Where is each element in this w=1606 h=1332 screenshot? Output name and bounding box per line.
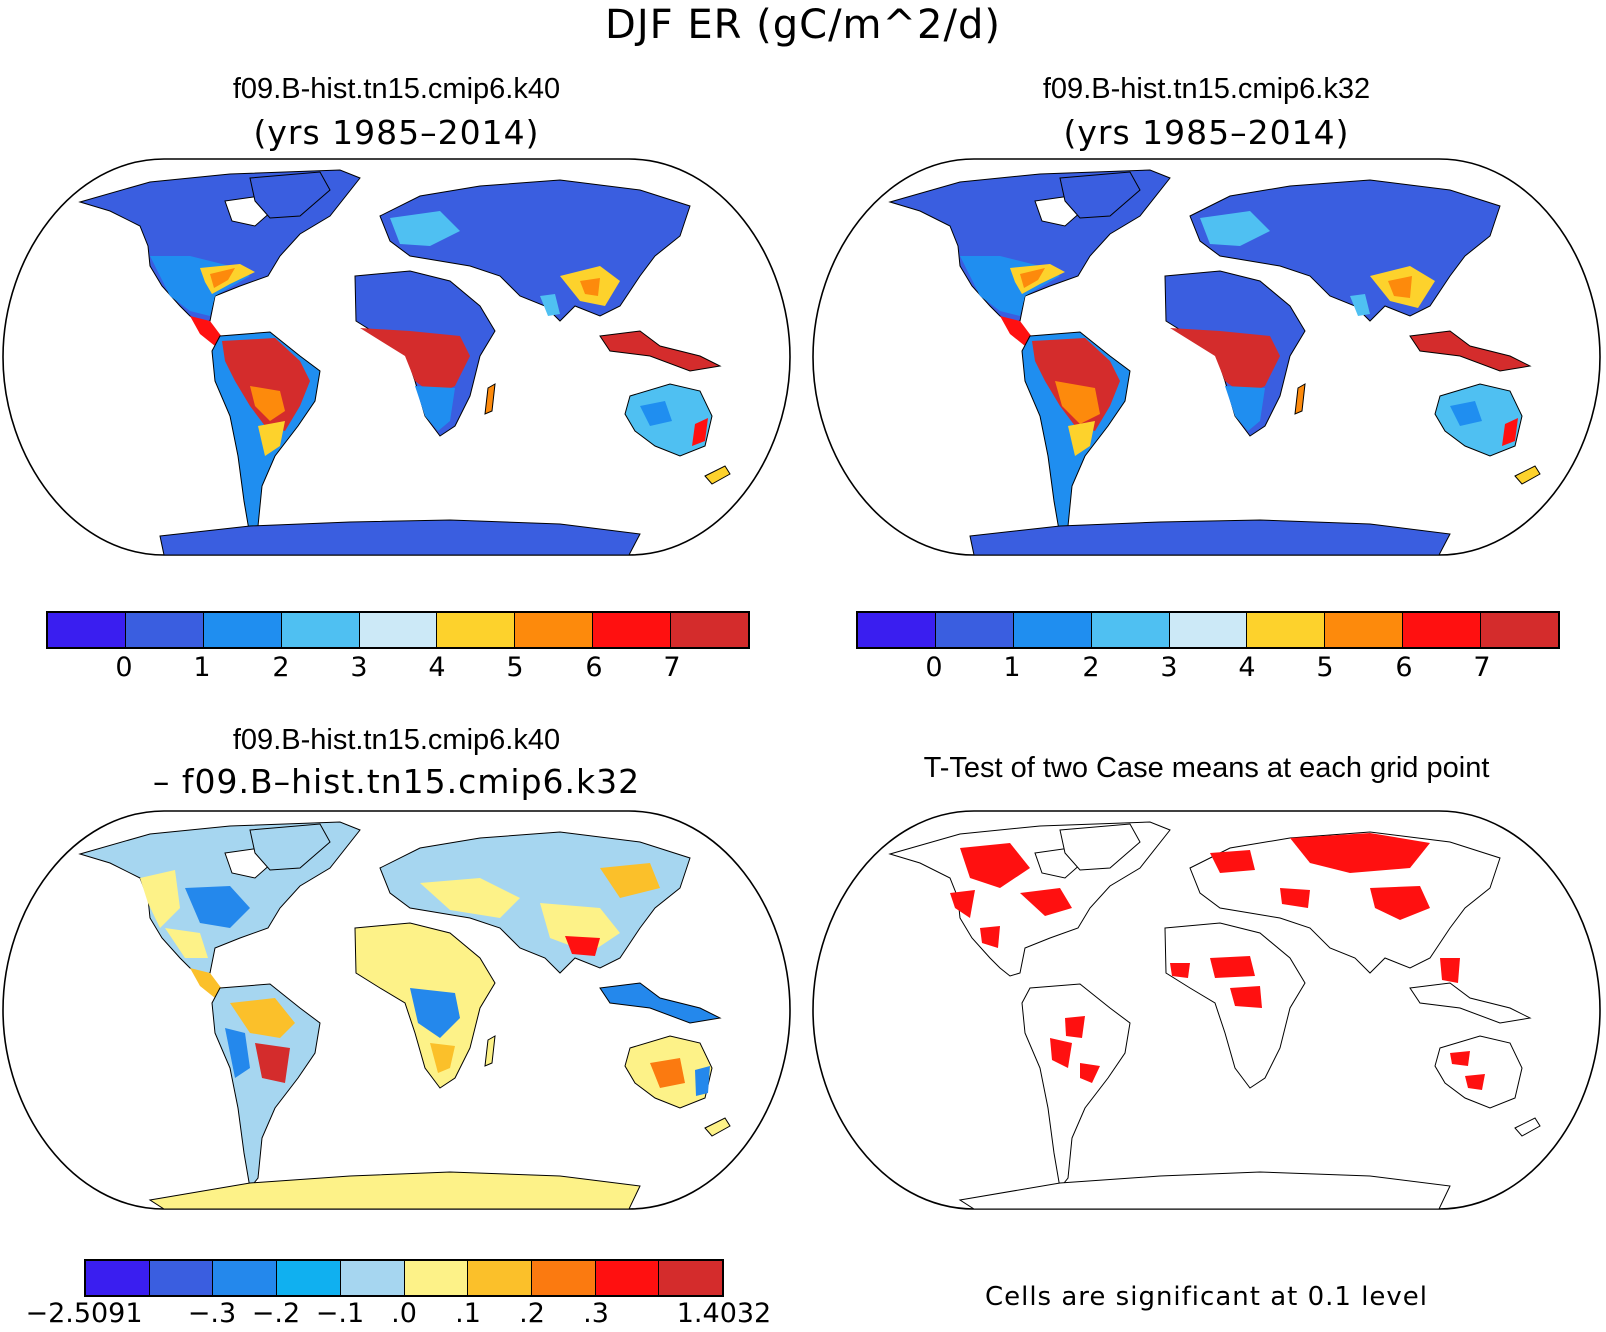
colorbar-tick-label: −.2 (251, 1298, 301, 1329)
colorbar-cell (437, 613, 516, 647)
colorbar-tick-label: 1.4032 (676, 1298, 772, 1329)
colorbar-cell (213, 1261, 278, 1295)
colorbar-cell (404, 1261, 469, 1295)
colorbar-cell (1325, 613, 1404, 647)
map-difference (2, 810, 791, 1210)
antarctica (159, 519, 641, 556)
colorbar-cell (858, 613, 936, 647)
colorbar-tick-label: 2 (1082, 652, 1100, 683)
colorbar-cell (1247, 613, 1326, 647)
colorbar-cell (203, 613, 282, 647)
panel-title-k32: f09.B-hist.tn15.cmip6.k32 (1042, 73, 1371, 105)
colorbar-cell (671, 613, 749, 647)
colorbar-tick-label: 5 (1316, 652, 1334, 683)
colorbar-tick-label: 1 (193, 652, 211, 683)
colorbar-cell (125, 613, 204, 647)
colorbar-tick-label: .3 (583, 1298, 609, 1329)
colorbar-cell (595, 1261, 660, 1295)
colorbar-tick-label: −.1 (315, 1298, 365, 1329)
colorbar-tick-label: 3 (350, 652, 368, 683)
antarctica (958, 1171, 1451, 1210)
colorbar-cell (340, 1261, 405, 1295)
colorbar-tick-label: 6 (1395, 652, 1413, 683)
panel-subtitle-k40: (yrs 1985–2014) (253, 113, 540, 152)
colorbar-cell (1169, 613, 1248, 647)
colorbar-tick-label: .0 (391, 1298, 417, 1329)
colorbar-tick-label: .2 (519, 1298, 545, 1329)
colorbar-cell (86, 1261, 150, 1295)
colorbar-cell (593, 613, 672, 647)
map-panel-difference (0, 808, 793, 1212)
colorbar-cell (515, 613, 594, 647)
map-panel-ttest (810, 808, 1603, 1212)
colorbar-cell (468, 1261, 532, 1295)
colorbar-labels-k32: 0 1 2 3 4 5 6 7 (856, 652, 1560, 686)
colorbar-tick-label: 6 (585, 652, 603, 683)
panel-subtitle-difference: – f09.B–hist.tn15.cmip6.k32 (152, 762, 641, 801)
map-k40 (2, 158, 791, 556)
colorbar-tick-label: 4 (1238, 652, 1256, 683)
colorbar-labels-k40: 0 1 2 3 4 5 6 7 (46, 652, 750, 686)
map-panel-k32 (810, 156, 1603, 558)
colorbar-cell (277, 1261, 341, 1295)
colorbar-cell (1091, 613, 1170, 647)
colorbar-tick-label: 5 (506, 652, 524, 683)
panel-title-difference: f09.B-hist.tn15.cmip6.k40 (232, 724, 561, 756)
colorbar-cell (935, 613, 1014, 647)
colorbar-tick-label: 0 (925, 652, 943, 683)
figure-title: DJF ER (gC/m^2/d) (605, 2, 1001, 48)
colorbar-cell (1403, 613, 1482, 647)
colorbar-k32 (856, 611, 1560, 649)
colorbar-cell (281, 613, 360, 647)
colorbar-cell (149, 1261, 214, 1295)
panel-title-ttest: T-Test of two Case means at each grid po… (923, 752, 1490, 784)
antarctica (148, 1171, 641, 1210)
south-america (1021, 983, 1131, 1190)
colorbar-tick-label: −.3 (187, 1298, 237, 1329)
colorbar-tick-label: .1 (455, 1298, 481, 1329)
colorbar-cell (359, 613, 438, 647)
map-panel-k40 (0, 156, 793, 558)
eurasia (1189, 831, 1501, 974)
colorbar-difference (84, 1259, 724, 1297)
colorbar-k40 (46, 611, 750, 649)
colorbar-cell (1481, 613, 1559, 647)
colorbar-cell (48, 613, 126, 647)
significance-note: Cells are significant at 0.1 level (984, 1282, 1429, 1312)
map-k32 (812, 158, 1601, 556)
colorbar-cell (1013, 613, 1092, 647)
colorbar-tick-label: 2 (272, 652, 290, 683)
colorbar-tick-label: 7 (663, 652, 681, 683)
colorbar-labels-difference: −2.5091 −.3 −.2 −.1 .0 .1 .2 .3 1.4032 (25, 1298, 771, 1332)
colorbar-tick-label: 0 (115, 652, 133, 683)
map-ttest (812, 810, 1601, 1210)
antarctica (969, 519, 1451, 556)
panel-subtitle-k32: (yrs 1985–2014) (1063, 113, 1350, 152)
panel-title-k40: f09.B-hist.tn15.cmip6.k40 (232, 73, 561, 105)
colorbar-tick-label: −2.5091 (25, 1298, 143, 1329)
colorbar-tick-label: 3 (1160, 652, 1178, 683)
colorbar-tick-label: 4 (428, 652, 446, 683)
colorbar-tick-label: 1 (1003, 652, 1021, 683)
colorbar-cell (659, 1261, 723, 1295)
colorbar-tick-label: 7 (1473, 652, 1491, 683)
colorbar-cell (531, 1261, 596, 1295)
